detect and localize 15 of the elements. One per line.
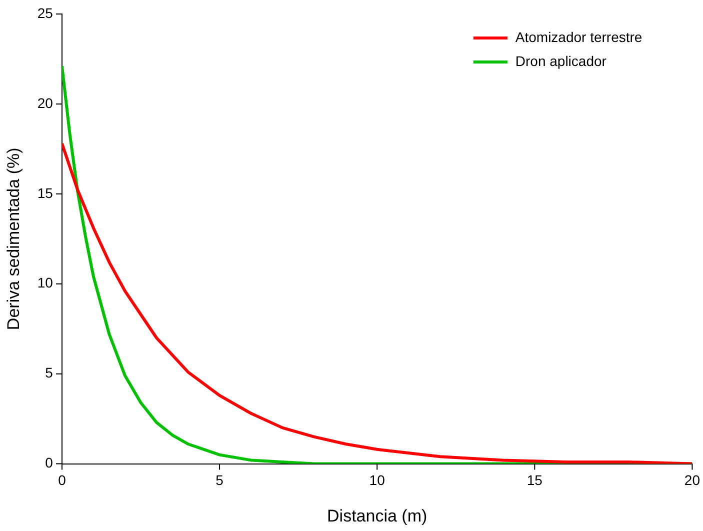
y-tick-label: 0: [45, 454, 54, 471]
y-tick-label: 10: [37, 274, 54, 291]
legend-label: Dron aplicador: [515, 52, 607, 69]
x-tick-label: 10: [369, 472, 386, 488]
legend-label: Atomizador terrestre: [515, 28, 642, 45]
y-tick-label: 25: [37, 4, 54, 21]
x-tick-label: 20: [684, 472, 700, 488]
x-tick-label: 15: [526, 472, 543, 488]
x-tick-label: 5: [216, 472, 224, 488]
y-axis-title: Deriva sedimentada (%): [4, 148, 23, 330]
x-tick-label: 0: [58, 472, 66, 488]
x-axis-title: Distancia (m): [327, 506, 428, 526]
y-tick-label: 15: [37, 184, 54, 201]
y-tick-label: 20: [37, 94, 54, 111]
y-tick-label: 5: [45, 364, 54, 381]
